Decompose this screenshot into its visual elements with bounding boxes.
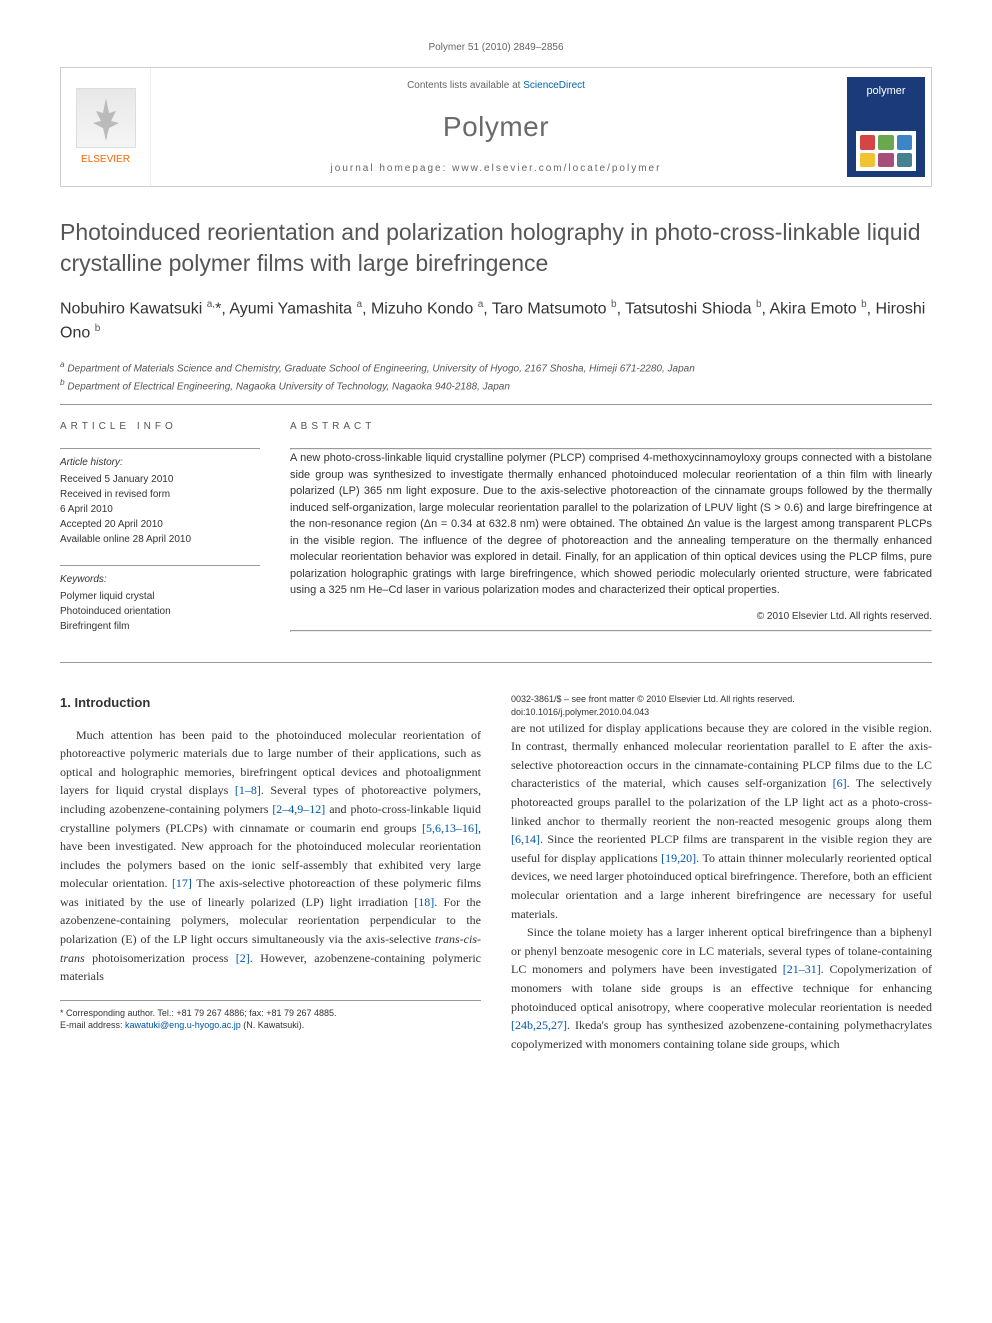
publisher-name: ELSEVIER xyxy=(81,152,130,167)
email-link[interactable]: kawatuki@eng.u-hyogo.ac.jp xyxy=(125,1020,241,1030)
cover-label: polymer xyxy=(866,83,905,100)
divider xyxy=(60,404,932,405)
article-info-panel: ARTICLE INFO Article history: Received 5… xyxy=(60,419,260,652)
corresponding-footer: * Corresponding author. Tel.: +81 79 267… xyxy=(60,1000,481,1032)
section-heading: 1. Introduction xyxy=(60,693,481,713)
body-paragraph: Much attention has been paid to the phot… xyxy=(60,726,481,986)
author-list: Nobuhiro Kawatsuki a,*, Ayumi Yamashita … xyxy=(60,297,932,346)
body-paragraph: are not utilized for display application… xyxy=(511,719,932,924)
issn-doi-footer: 0032-3861/$ – see front matter © 2010 El… xyxy=(511,693,932,718)
elsevier-tree-icon xyxy=(76,88,136,148)
citation-header: Polymer 51 (2010) 2849–2856 xyxy=(60,40,932,55)
divider xyxy=(60,565,260,566)
journal-name: Polymer xyxy=(443,106,549,148)
divider xyxy=(60,448,260,449)
email-label: E-mail address: xyxy=(60,1020,125,1030)
history-line: Received in revised form xyxy=(60,487,260,502)
history-line: 6 April 2010 xyxy=(60,502,260,517)
cover-dots xyxy=(856,131,916,171)
article-title: Photoinduced reorientation and polarizat… xyxy=(60,217,932,279)
body-paragraph: Since the tolane moiety has a larger inh… xyxy=(511,923,932,1053)
keyword: Photoinduced orientation xyxy=(60,604,260,619)
email-line: E-mail address: kawatuki@eng.u-hyogo.ac.… xyxy=(60,1019,481,1032)
corresponding-author: * Corresponding author. Tel.: +81 79 267… xyxy=(60,1007,481,1020)
keyword: Polymer liquid crystal xyxy=(60,589,260,604)
history-line: Accepted 20 April 2010 xyxy=(60,517,260,532)
email-suffix: (N. Kawatsuki). xyxy=(241,1020,305,1030)
cover-dot xyxy=(860,153,875,168)
abstract-copyright: © 2010 Elsevier Ltd. All rights reserved… xyxy=(290,609,932,624)
affiliations: a Department of Materials Science and Ch… xyxy=(60,358,932,395)
abstract-label: ABSTRACT xyxy=(290,419,932,434)
abstract-text: A new photo-cross-linkable liquid crysta… xyxy=(290,450,932,599)
history-title: Article history: xyxy=(60,455,260,470)
journal-banner: ELSEVIER Contents lists available at Sci… xyxy=(60,67,932,187)
publisher-logo-block: ELSEVIER xyxy=(61,68,151,186)
keyword: Birefringent film xyxy=(60,619,260,634)
history-line: Available online 28 April 2010 xyxy=(60,532,260,547)
cover-dot xyxy=(878,135,893,150)
article-info-label: ARTICLE INFO xyxy=(60,419,260,434)
abstract-panel: ABSTRACT A new photo-cross-linkable liqu… xyxy=(290,419,932,652)
history-line: Received 5 January 2010 xyxy=(60,472,260,487)
divider xyxy=(60,662,932,663)
keywords-title: Keywords: xyxy=(60,572,260,587)
doi-line: doi:10.1016/j.polymer.2010.04.043 xyxy=(511,706,932,719)
keywords-block: Keywords: Polymer liquid crystal Photoin… xyxy=(60,572,260,634)
affiliation-b: b Department of Electrical Engineering, … xyxy=(60,376,932,394)
issn-line: 0032-3861/$ – see front matter © 2010 El… xyxy=(511,693,932,706)
journal-cover-icon: polymer xyxy=(847,77,925,177)
cover-dot xyxy=(860,135,875,150)
affiliation-a: a Department of Materials Science and Ch… xyxy=(60,358,932,376)
cover-dot xyxy=(897,135,912,150)
journal-cover-block: polymer xyxy=(841,68,931,186)
divider xyxy=(290,630,932,632)
sciencedirect-link[interactable]: ScienceDirect xyxy=(523,80,585,91)
contents-prefix: Contents lists available at xyxy=(407,80,523,91)
body-columns: 1. Introduction Much attention has been … xyxy=(60,693,932,1053)
article-history: Article history: Received 5 January 2010… xyxy=(60,455,260,547)
cover-dot xyxy=(897,153,912,168)
journal-homepage: journal homepage: www.elsevier.com/locat… xyxy=(331,161,662,176)
contents-available-line: Contents lists available at ScienceDirec… xyxy=(407,78,585,93)
cover-dot xyxy=(878,153,893,168)
